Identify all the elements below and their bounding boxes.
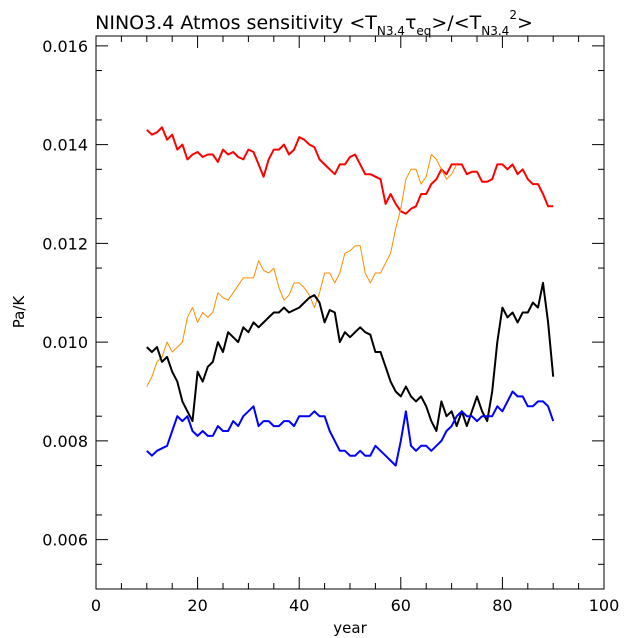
series-line-0: [146, 126, 554, 215]
x-tick-label: 80: [492, 596, 512, 615]
x-tick-label: 100: [589, 596, 620, 615]
axis-ticks: [95, 36, 605, 589]
y-axis-label: Pa/K: [10, 295, 28, 329]
y-tick-label: 0.006: [42, 531, 88, 550]
title-prefix: NINO3.4 Atmos sensitivity <T: [95, 12, 377, 34]
y-tick-label: 0.014: [42, 136, 88, 155]
x-tick-label: 0: [91, 596, 101, 615]
title-suffix: >: [517, 12, 533, 34]
title-sup: 2: [509, 8, 517, 22]
series-line-1: [146, 154, 458, 387]
x-tick-label: 60: [391, 596, 411, 615]
y-tick-label: 0.010: [42, 333, 88, 352]
x-tick-label: 20: [187, 596, 207, 615]
x-tick-label: 40: [289, 596, 309, 615]
x-axis-label: year: [333, 619, 367, 637]
y-tick-label: 0.016: [42, 37, 88, 56]
series-lines: [146, 126, 555, 467]
series-line-2: [146, 281, 555, 432]
chart-title: NINO3.4 Atmos sensitivity <TN3.4τeq>/<TN…: [95, 8, 533, 38]
title-mid: >/<T: [431, 12, 481, 34]
title-sub3: N3.4: [481, 24, 509, 38]
axis-tick-labels: 0 20 40 60 80 100 0.006 0.008 0.010 0.012 0.014 0.0…: [42, 37, 619, 615]
title-sub1: N3.4: [377, 24, 405, 38]
title-sub2: eq: [416, 24, 431, 38]
title-tau: τ: [405, 12, 416, 34]
y-tick-label: 0.008: [42, 432, 88, 451]
y-tick-label: 0.012: [42, 234, 88, 253]
series-line-3: [146, 390, 555, 467]
